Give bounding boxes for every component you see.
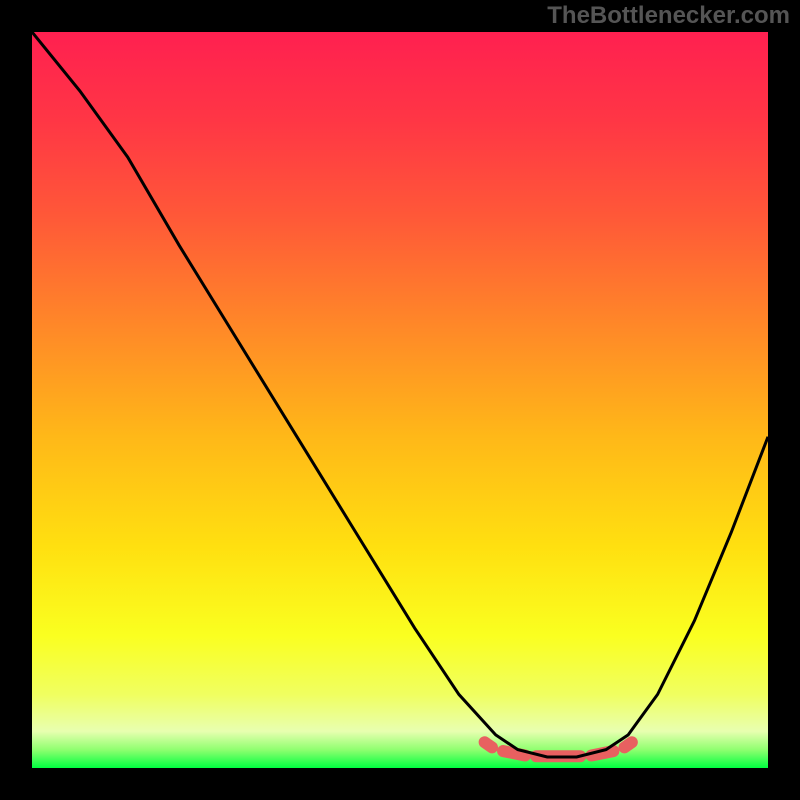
watermark-text: TheBottlenecker.com (547, 2, 790, 30)
plot-area (32, 32, 768, 768)
curve-overlay (32, 32, 768, 768)
chart-container: TheBottlenecker.com (0, 0, 800, 800)
